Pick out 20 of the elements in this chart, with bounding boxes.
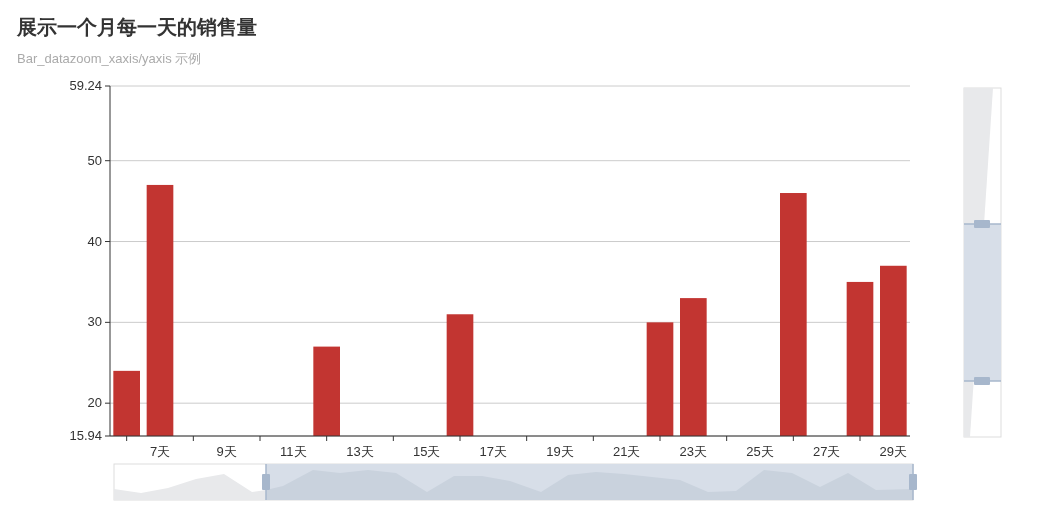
x-tick-label: 27天 xyxy=(812,444,841,459)
y-tick-label: 15.94 xyxy=(69,428,102,443)
x-tick-label: 29天 xyxy=(879,444,908,459)
x-tick-label: 23天 xyxy=(679,444,708,459)
title: 展示一个月每一天的销售量 xyxy=(17,16,257,38)
x-tick-label: 13天 xyxy=(346,444,374,459)
y-tick-label: 59.24 xyxy=(69,78,102,93)
x-tick-label: 15天 xyxy=(412,444,441,459)
subtitle: Bar_datazoom_xaxis/yaxis 示例 xyxy=(17,51,202,66)
y-tick-label: 50 xyxy=(87,152,102,168)
y-tick-label: 20 xyxy=(87,395,102,411)
x-tick-label: 7天 xyxy=(149,444,171,459)
x-tick-label: 9天 xyxy=(216,444,237,459)
y-tick-label: 30 xyxy=(87,314,102,330)
x-tick-label: 21天 xyxy=(612,444,641,459)
x-tick-label: 25天 xyxy=(746,444,774,459)
x-tick-label: 11天 xyxy=(280,444,307,459)
x-tick-label: 17天 xyxy=(479,444,508,459)
y-tick-label: 40 xyxy=(87,233,102,249)
x-tick-label: 19天 xyxy=(546,444,574,459)
